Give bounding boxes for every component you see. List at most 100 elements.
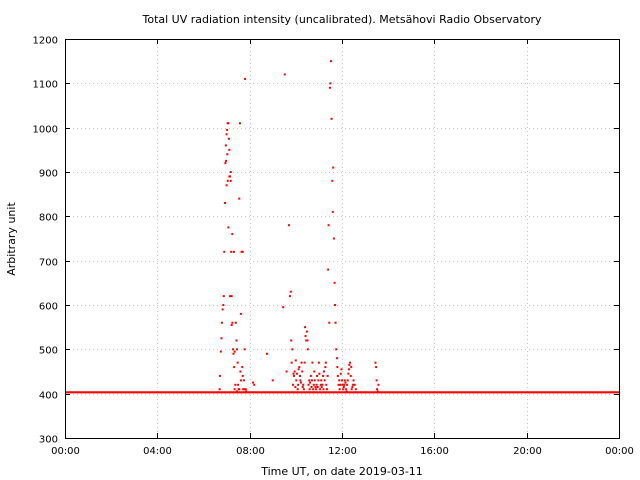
- data-point: [224, 162, 227, 165]
- data-point: [219, 374, 222, 377]
- data-point: [238, 388, 241, 391]
- data-point: [377, 383, 380, 386]
- data-point: [297, 368, 300, 371]
- data-point: [301, 386, 304, 389]
- data-point: [220, 321, 223, 324]
- data-point: [310, 379, 313, 382]
- data-point: [289, 295, 292, 298]
- data-point: [226, 153, 229, 156]
- data-point: [345, 388, 348, 391]
- data-point: [338, 379, 341, 382]
- data-point: [294, 386, 297, 389]
- data-point: [238, 122, 241, 125]
- data-point: [313, 379, 316, 382]
- data-point: [292, 374, 295, 377]
- data-point: [296, 388, 299, 391]
- x-axis-label: Time UT, on date 2019-03-11: [260, 465, 423, 478]
- data-point: [245, 390, 248, 393]
- y-tick-label: 900: [39, 169, 58, 180]
- data-point: [240, 250, 243, 253]
- data-point: [306, 339, 309, 342]
- data-point: [309, 374, 312, 377]
- data-point: [338, 388, 341, 391]
- data-point: [332, 237, 335, 240]
- data-point: [342, 386, 345, 389]
- data-point: [230, 295, 233, 298]
- data-point: [315, 383, 318, 386]
- data-point: [328, 86, 331, 89]
- data-point: [330, 117, 333, 120]
- data-point: [228, 175, 231, 178]
- data-point: [294, 359, 297, 362]
- y-tick-label: 500: [39, 346, 58, 357]
- data-point: [241, 366, 244, 369]
- data-point: [343, 383, 346, 386]
- data-point: [289, 290, 292, 293]
- data-point: [322, 388, 325, 391]
- data-point: [239, 379, 242, 382]
- data-point: [302, 388, 305, 391]
- data-point: [335, 348, 338, 351]
- data-point: [337, 383, 340, 386]
- data-point: [292, 383, 295, 386]
- data-point: [233, 350, 236, 353]
- data-point: [244, 388, 247, 391]
- data-point: [320, 379, 323, 382]
- data-point: [231, 233, 234, 236]
- data-point: [232, 352, 235, 355]
- data-point: [350, 366, 353, 369]
- data-point: [271, 379, 274, 382]
- data-point: [315, 388, 318, 391]
- data-point: [324, 366, 327, 369]
- data-point: [325, 383, 328, 386]
- data-point: [340, 368, 343, 371]
- data-point: [307, 383, 310, 386]
- data-point: [290, 339, 293, 342]
- data-point: [301, 370, 304, 373]
- data-point: [326, 374, 329, 377]
- data-point: [318, 372, 321, 375]
- data-point: [348, 363, 351, 366]
- data-point: [227, 226, 230, 229]
- data-point: [327, 224, 330, 227]
- data-point: [226, 128, 229, 131]
- data-point: [346, 383, 349, 386]
- data-point: [324, 361, 327, 364]
- data-point: [304, 335, 307, 338]
- data-point: [336, 374, 339, 377]
- data-point: [224, 144, 227, 147]
- data-point: [327, 268, 330, 271]
- data-point: [320, 386, 323, 389]
- x-tick-label: 12:00: [328, 446, 357, 457]
- data-point: [222, 295, 225, 298]
- data-point: [302, 383, 305, 386]
- data-point: [342, 388, 345, 391]
- data-point: [309, 381, 312, 384]
- y-tick-label: 400: [39, 391, 58, 402]
- data-point: [232, 348, 235, 351]
- data-point: [305, 330, 308, 333]
- chart-title: Total UV radiation intensity (uncalibrat…: [142, 13, 542, 26]
- data-point: [291, 348, 294, 351]
- y-tick-label: 700: [39, 258, 58, 269]
- data-point: [225, 159, 228, 162]
- data-point: [242, 379, 245, 382]
- data-point: [317, 361, 320, 364]
- data-point: [218, 388, 221, 391]
- data-point: [331, 210, 334, 213]
- data-point: [354, 388, 357, 391]
- data-point: [295, 372, 298, 375]
- data-point: [319, 383, 322, 386]
- data-point: [298, 366, 301, 369]
- data-point: [233, 366, 236, 369]
- data-point: [319, 388, 322, 391]
- data-point: [344, 381, 347, 384]
- data-point: [305, 339, 308, 342]
- data-point: [304, 326, 307, 329]
- data-point: [316, 374, 319, 377]
- data-point: [227, 137, 230, 140]
- data-point: [230, 323, 233, 326]
- plot-frame: [65, 39, 620, 439]
- data-point: [329, 82, 332, 85]
